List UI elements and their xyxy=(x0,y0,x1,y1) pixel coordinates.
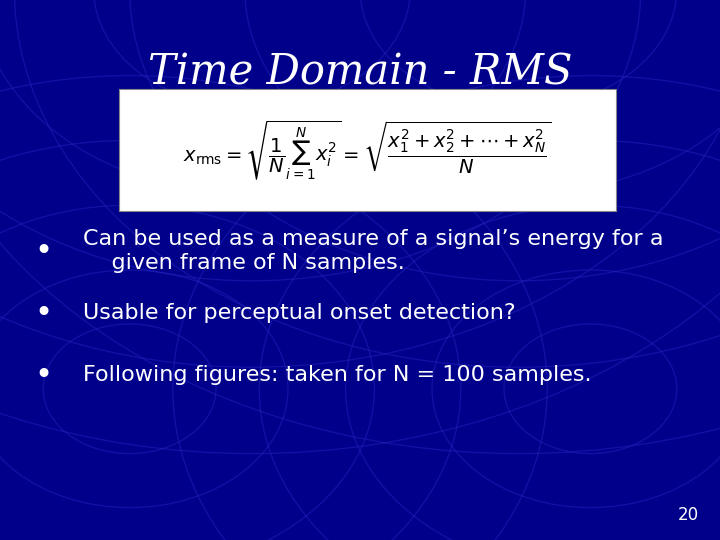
Text: Time Domain - RMS: Time Domain - RMS xyxy=(148,52,572,94)
Text: •: • xyxy=(34,299,53,328)
Text: •: • xyxy=(34,237,53,266)
Text: •: • xyxy=(34,361,53,390)
Text: Usable for perceptual onset detection?: Usable for perceptual onset detection? xyxy=(83,303,516,323)
Text: Can be used as a measure of a signal’s energy for a
    given frame of N samples: Can be used as a measure of a signal’s e… xyxy=(83,229,663,273)
Text: 20: 20 xyxy=(678,506,698,524)
Text: $x_{\mathrm{rms}} = \sqrt{\dfrac{1}{N}\sum_{i=1}^{N} x_i^2} = \sqrt{\dfrac{x_1^2: $x_{\mathrm{rms}} = \sqrt{\dfrac{1}{N}\s… xyxy=(183,118,552,181)
FancyBboxPatch shape xyxy=(119,89,616,211)
Text: Following figures: taken for N = 100 samples.: Following figures: taken for N = 100 sam… xyxy=(83,365,591,386)
